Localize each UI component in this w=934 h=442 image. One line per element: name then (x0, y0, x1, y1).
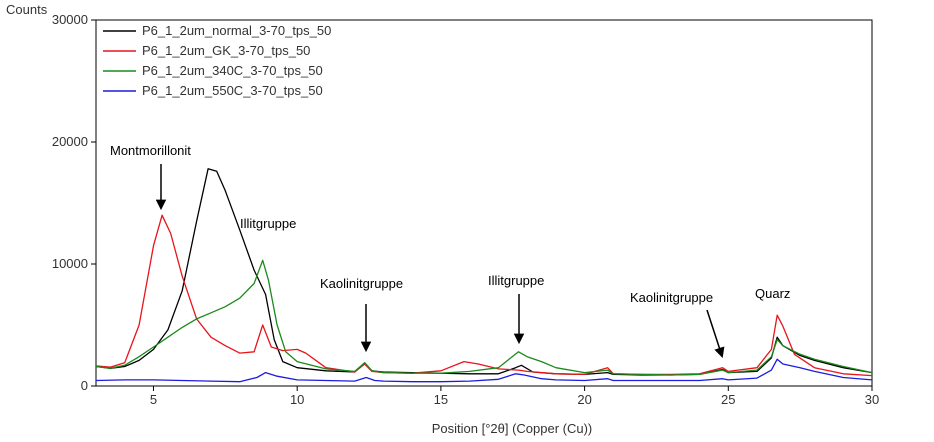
y-axis-title: Counts (6, 2, 48, 17)
annotation-kaolinitgruppe-2: Kaolinitgruppe (630, 290, 725, 358)
x-tick-label: 30 (865, 392, 879, 407)
legend: P6_1_2um_normal_3-70_tps_50 P6_1_2um_GK_3… (103, 23, 331, 98)
legend-label: P6_1_2um_normal_3-70_tps_50 (142, 23, 331, 38)
y-tick-label: 0 (81, 378, 88, 393)
annotation-kaolinitgruppe-1: Kaolinitgruppe (320, 276, 403, 353)
annotation-label: Illitgruppe (488, 273, 544, 288)
series-line-3 (95, 358, 873, 383)
annotation-illitgruppe-2: Illitgruppe (488, 273, 544, 345)
annotation-label: Kaolinitgruppe (630, 290, 713, 305)
y-tick-label: 10000 (52, 256, 88, 271)
x-tick-label: 5 (150, 392, 157, 407)
x-tick-label: 10 (290, 392, 304, 407)
x-tick-label: 25 (721, 392, 735, 407)
annotation-label: Kaolinitgruppe (320, 276, 403, 291)
annotation-quarz: Quarz (755, 286, 790, 301)
x-axis: 5 10 15 20 25 30 (150, 386, 879, 407)
y-tick-label: 20000 (52, 134, 88, 149)
plot-area (95, 19, 873, 387)
x-tick-label: 20 (577, 392, 591, 407)
annotation-montmorillonit: Montmorillonit (110, 143, 191, 211)
annotation-label: Quarz (755, 286, 790, 301)
annotation-arrow (706, 309, 725, 358)
y-axis: 0 10000 20000 30000 (52, 12, 96, 393)
legend-label: P6_1_2um_340C_3-70_tps_50 (142, 63, 323, 78)
x-tick-label: 15 (434, 392, 448, 407)
y-tick-label: 30000 (52, 12, 88, 27)
annotation-label: Illitgruppe (240, 216, 296, 231)
legend-label: P6_1_2um_GK_3-70_tps_50 (142, 43, 310, 58)
series-lines (95, 168, 873, 383)
annotation-label: Montmorillonit (110, 143, 191, 158)
x-axis-title: Position [°2θ] (Copper (Cu)) (432, 421, 593, 436)
annotation-illitgruppe-1: Illitgruppe (240, 216, 296, 231)
legend-label: P6_1_2um_550C_3-70_tps_50 (142, 83, 323, 98)
series-line-2 (95, 259, 873, 376)
